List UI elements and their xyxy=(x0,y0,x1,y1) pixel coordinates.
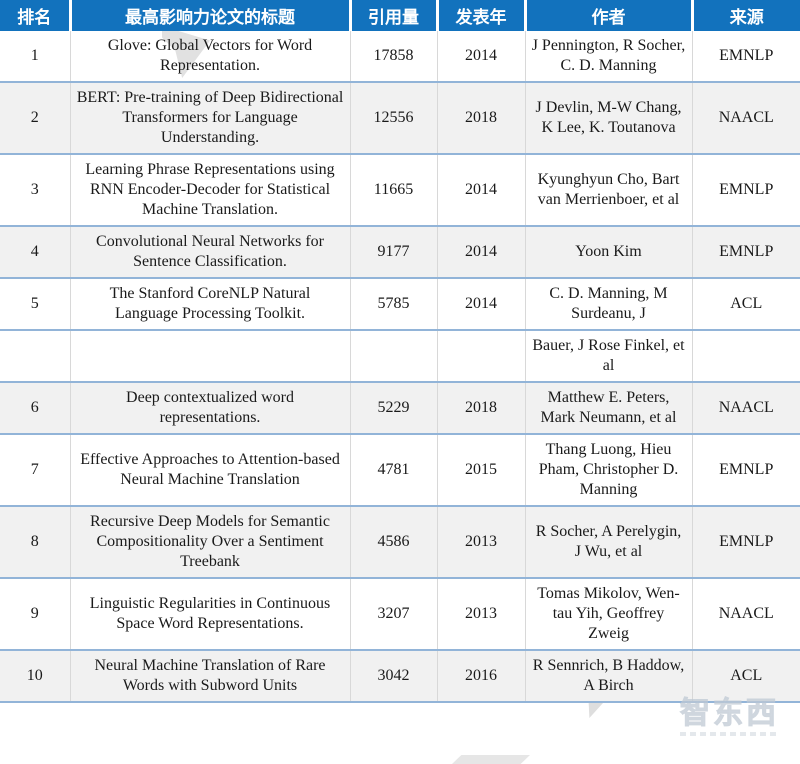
cell-authors: Yoon Kim xyxy=(524,226,692,278)
cell-title: Neural Machine Translation of Rare Words… xyxy=(69,650,350,702)
cell-title: The Stanford CoreNLP Natural Language Pr… xyxy=(69,278,350,330)
cell-rank: 8 xyxy=(30,533,39,550)
column-header-venue: 来源 xyxy=(690,0,800,31)
column-header-year: 发表年 xyxy=(435,0,525,31)
cell-year: 2014 xyxy=(436,154,525,226)
watermark-logo-subline xyxy=(679,732,780,736)
column-header-authors: 作者 xyxy=(523,0,692,31)
cell-title: Deep contextualized word representations… xyxy=(69,382,350,434)
cell-rank: 5 xyxy=(30,295,39,312)
cell-citations: 3042 xyxy=(349,650,437,702)
cell-authors: R Sennrich, B Haddow, A Birch xyxy=(524,650,692,702)
table-row: 4 Convolutional Neural Networks for Sente… xyxy=(0,226,800,278)
cell-year xyxy=(436,330,525,382)
cell-title: Linguistic Regularities in Continuous Sp… xyxy=(69,578,350,650)
table-row: 8 Recursive Deep Models for Semantic Comp… xyxy=(0,506,800,578)
cell-venue: EMNLP xyxy=(691,154,800,226)
cell-venue: EMNLP xyxy=(691,434,800,506)
papers-table-container: 排名 最高影响力论文的标题 引用量 发表年 作者 来源 1 Glove: Glob… xyxy=(0,0,800,702)
column-header-title: 最高影响力论文的标题 xyxy=(68,0,350,31)
cell-authors: J Pennington, R Socher, C. D. Manning xyxy=(524,31,692,82)
table-row-continuation: Bauer, J Rose Finkel, et al xyxy=(0,330,800,382)
cell-citations: 12556 xyxy=(349,82,437,154)
table-header: 排名 最高影响力论文的标题 引用量 发表年 作者 来源 xyxy=(0,0,800,31)
cell-citations: 3207 xyxy=(349,578,437,650)
table-body: 1 Glove: Global Vectors for Word Represen… xyxy=(0,31,800,702)
watermark-strip xyxy=(452,755,530,764)
cell-rank: 10 xyxy=(26,667,43,684)
table-row: 3 Learning Phrase Representations using R… xyxy=(0,154,800,226)
watermark-logo: 智东西 xyxy=(667,697,792,736)
table-row: 5 The Stanford CoreNLP Natural Language P… xyxy=(0,278,800,330)
cell-venue: NAACL xyxy=(691,382,800,434)
cell-venue: NAACL xyxy=(691,82,800,154)
cell-title: Recursive Deep Models for Semantic Compo… xyxy=(69,506,350,578)
table-header-row: 排名 最高影响力论文的标题 引用量 发表年 作者 来源 xyxy=(0,0,800,31)
cell-year: 2018 xyxy=(436,382,525,434)
cell-authors: R Socher, A Perelygin, J Wu, et al xyxy=(524,506,692,578)
cell-authors: Thang Luong, Hieu Pham, Christopher D. M… xyxy=(524,434,692,506)
cell-rank: 9 xyxy=(30,605,39,622)
table-row: 9 Linguistic Regularities in Continuous S… xyxy=(0,578,800,650)
cell-title: Glove: Global Vectors for Word Represent… xyxy=(69,31,350,82)
cell-venue: NAACL xyxy=(691,578,800,650)
cell-rank: 2 xyxy=(30,109,39,126)
cell-venue: EMNLP xyxy=(691,506,800,578)
cell-citations: 11665 xyxy=(349,154,437,226)
cell-citations: 5785 xyxy=(349,278,437,330)
cell-venue: EMNLP xyxy=(691,226,800,278)
cell-year: 2014 xyxy=(436,226,525,278)
cell-authors: Kyunghyun Cho, Bart van Merrienboer, et … xyxy=(524,154,692,226)
cell-citations xyxy=(349,330,437,382)
cell-authors: Bauer, J Rose Finkel, et al xyxy=(524,330,692,382)
cell-year: 2018 xyxy=(436,82,525,154)
cell-rank: 7 xyxy=(30,461,39,478)
cell-venue xyxy=(691,330,800,382)
cell-authors: Matthew E. Peters, Mark Neumann, et al xyxy=(524,382,692,434)
cell-title: Learning Phrase Representations using RN… xyxy=(69,154,350,226)
column-header-citations: 引用量 xyxy=(348,0,437,31)
cell-title: BERT: Pre-training of Deep Bidirectional… xyxy=(69,82,350,154)
cell-rank: 3 xyxy=(30,181,39,198)
cell-venue: ACL xyxy=(691,278,800,330)
papers-table: 排名 最高影响力论文的标题 引用量 发表年 作者 来源 1 Glove: Glob… xyxy=(0,0,800,702)
cell-year: 2013 xyxy=(436,506,525,578)
cell-title xyxy=(69,330,350,382)
column-header-rank: 排名 xyxy=(0,0,70,31)
cell-authors: J Devlin, M-W Chang, K Lee, K. Toutanova xyxy=(524,82,692,154)
cell-title: Effective Approaches to Attention-based … xyxy=(69,434,350,506)
cell-venue: ACL xyxy=(691,650,800,702)
cell-authors: Tomas Mikolov, Wen-tau Yih, Geoffrey Zwe… xyxy=(524,578,692,650)
cell-rank: 4 xyxy=(30,243,39,260)
table-row: 7 Effective Approaches to Attention-based… xyxy=(0,434,800,506)
cell-rank: 6 xyxy=(30,399,39,416)
table-row: 6 Deep contextualized word representation… xyxy=(0,382,800,434)
cell-citations: 17858 xyxy=(349,31,437,82)
table-row: 1 Glove: Global Vectors for Word Represen… xyxy=(0,31,800,82)
cell-year: 2014 xyxy=(436,31,525,82)
cell-authors: C. D. Manning, M Surdeanu, J xyxy=(524,278,692,330)
cell-citations: 4586 xyxy=(349,506,437,578)
cell-rank: 1 xyxy=(30,47,39,64)
cell-venue: EMNLP xyxy=(691,31,800,82)
cell-year: 2013 xyxy=(436,578,525,650)
cell-year: 2014 xyxy=(436,278,525,330)
cell-year: 2015 xyxy=(436,434,525,506)
cell-citations: 5229 xyxy=(349,382,437,434)
cell-rank xyxy=(0,330,70,382)
cell-year: 2016 xyxy=(436,650,525,702)
table-row: 2 BERT: Pre-training of Deep Bidirectiona… xyxy=(0,82,800,154)
cell-citations: 4781 xyxy=(349,434,437,506)
cell-title: Convolutional Neural Networks for Senten… xyxy=(69,226,350,278)
table-row: 10 Neural Machine Translation of Rare Wor… xyxy=(0,650,800,702)
cell-citations: 9177 xyxy=(349,226,437,278)
